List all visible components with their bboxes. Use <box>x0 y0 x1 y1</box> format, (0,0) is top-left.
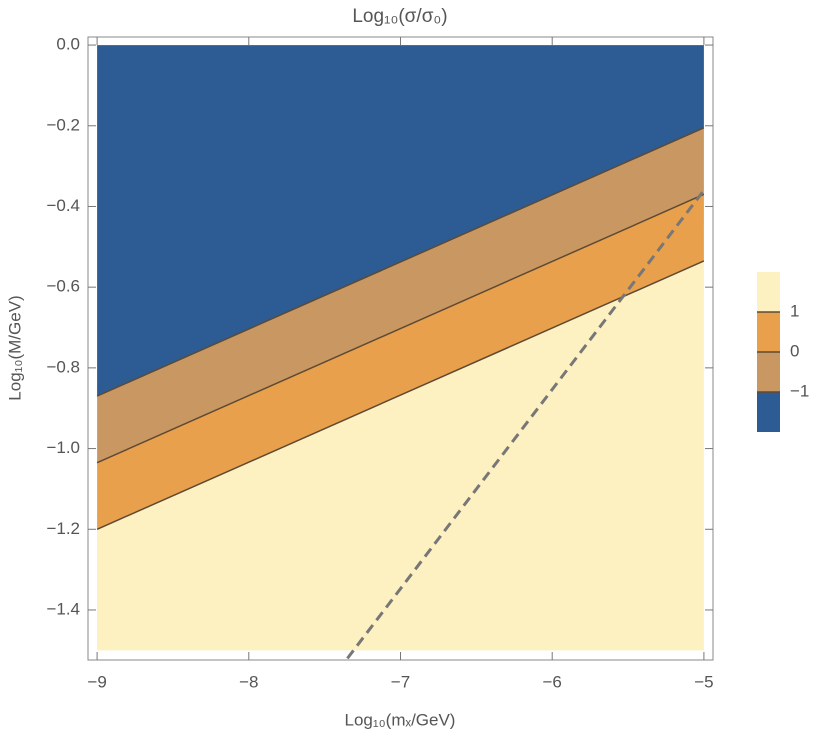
y-tick-label: −0.6 <box>46 277 80 296</box>
y-tick-label: −1.2 <box>46 519 80 538</box>
contour-region <box>97 194 704 530</box>
contour-line <box>96 127 705 397</box>
contour-region <box>97 127 704 463</box>
legend-swatch <box>757 272 780 312</box>
contour-line <box>96 193 705 464</box>
contour-region <box>97 260 704 651</box>
legend-swatch <box>757 312 780 352</box>
x-tick-label: −7 <box>391 672 410 691</box>
legend-swatch <box>757 392 780 432</box>
y-tick-label: 0.0 <box>56 35 80 54</box>
legend-label: 1 <box>790 301 799 320</box>
x-tick-label: −8 <box>239 672 258 691</box>
dashed-line <box>346 189 706 660</box>
legend-label: −1 <box>790 381 809 400</box>
y-tick-label: −1.0 <box>46 438 80 457</box>
y-tick-label: −0.8 <box>46 357 80 376</box>
y-axis-label: Log₁₀(M/GeV) <box>5 295 24 400</box>
contour-line <box>96 260 705 530</box>
x-tick-label: −5 <box>694 672 713 691</box>
y-tick-label: −0.2 <box>46 115 80 134</box>
x-tick-label: −6 <box>543 672 562 691</box>
contour-region <box>97 45 704 397</box>
y-tick-label: −1.4 <box>46 599 80 618</box>
y-tick-label: −0.4 <box>46 196 80 215</box>
legend-label: 0 <box>790 341 799 360</box>
chart-title: Log₁₀(σ/σ₀) <box>352 6 447 27</box>
x-axis-label: Log₁₀(mₓ/GeV) <box>345 710 456 729</box>
x-tick-label: −9 <box>87 672 106 691</box>
legend-swatch <box>757 352 780 392</box>
